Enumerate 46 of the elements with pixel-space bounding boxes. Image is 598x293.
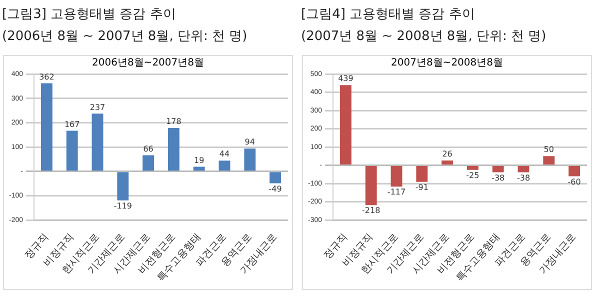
data-label: 237 [90, 102, 106, 112]
data-label: -60 [568, 177, 581, 186]
data-label: 26 [442, 150, 452, 159]
data-label: -25 [466, 170, 480, 180]
bar [416, 166, 428, 182]
data-label: -117 [387, 188, 406, 197]
bar [340, 85, 352, 165]
data-label: 167 [64, 120, 80, 129]
bar [244, 148, 256, 171]
bar [66, 130, 78, 171]
bar [193, 166, 205, 171]
bar [543, 156, 555, 165]
data-label: 66 [143, 144, 154, 154]
bar [365, 166, 377, 206]
text: 2006년8월~2007년8월 [92, 58, 204, 69]
data-label: -38 [492, 173, 505, 182]
chart-title: [그림4] 고용형태별 증감 추이 [301, 6, 476, 24]
bar [466, 166, 478, 170]
bar [442, 160, 454, 165]
bar [40, 83, 52, 171]
bar [492, 166, 504, 172]
data-label: 178 [166, 117, 182, 126]
bar [270, 172, 282, 184]
chart-subtitle: (2007년 8월 ~ 2008년 8월, 단위: 천 명) [301, 28, 548, 46]
data-label: -218 [362, 206, 380, 216]
bar [117, 172, 129, 200]
data-label: 50 [544, 145, 554, 154]
data-label: -38 [516, 173, 530, 182]
data-label: 362 [39, 72, 54, 82]
chart-subtitle: (2006년 8월 ~ 2007년 8월, 단위: 천 명) [2, 28, 248, 46]
bar [218, 160, 230, 171]
text: 2007년8월~2008년8월 [390, 58, 504, 69]
data-label: 44 [219, 150, 230, 159]
bar [390, 166, 402, 187]
data-label: 19 [194, 156, 204, 165]
data-label: 94 [244, 138, 255, 147]
bar [168, 128, 180, 171]
bar [568, 166, 580, 176]
chart-title: [그림3] 고용형태별 증감 추이 [2, 6, 177, 24]
bar [92, 114, 104, 171]
data-label: -119 [114, 201, 132, 210]
data-label: 439 [338, 74, 354, 84]
data-label: -91 [415, 182, 428, 192]
bar [142, 155, 154, 171]
bar [518, 166, 530, 172]
data-label: -49 [268, 184, 282, 194]
